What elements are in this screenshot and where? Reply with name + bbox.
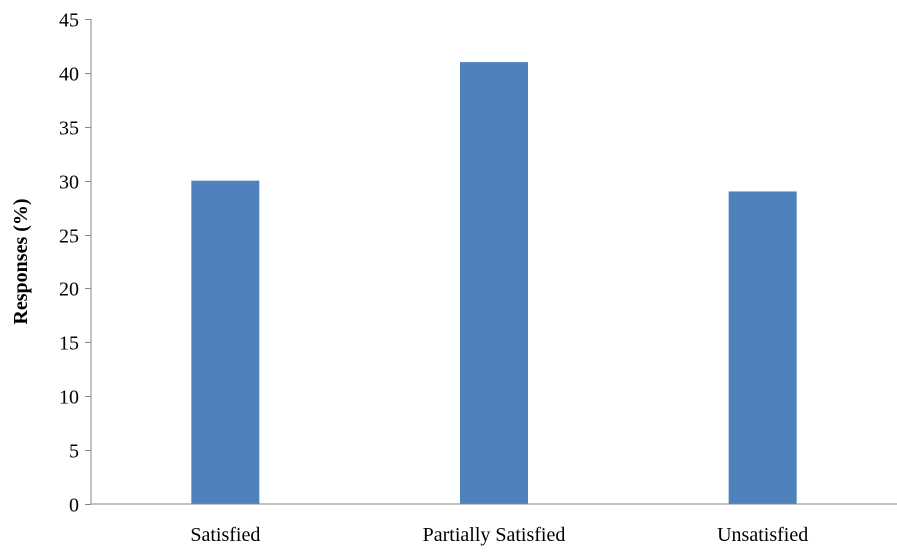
y-tick-label: 30 <box>59 172 79 194</box>
x-axis-tick-labels: Satisfied Partially Satisfied Unsatisfied <box>190 524 808 546</box>
y-axis-tick-labels: 0 5 10 15 20 25 30 35 40 45 <box>59 10 79 517</box>
y-tick-label: 20 <box>59 279 79 301</box>
y-tick-label: 0 <box>69 495 79 517</box>
bar-partially-satisfied <box>460 62 528 504</box>
bars <box>191 62 797 504</box>
bar-unsatisfied <box>728 191 797 504</box>
y-tick-label: 25 <box>59 226 79 248</box>
y-tick-label: 5 <box>69 441 79 463</box>
y-tick-label: 40 <box>59 64 79 86</box>
x-tick-label: Partially Satisfied <box>423 524 566 546</box>
x-tick-label: Satisfied <box>190 524 260 546</box>
y-axis-title: Responses (%) <box>10 198 32 324</box>
y-tick-label: 35 <box>59 118 79 140</box>
y-tick-label: 15 <box>59 333 79 355</box>
y-tick-label: 10 <box>59 387 79 409</box>
x-tick-label: Unsatisfied <box>717 524 808 546</box>
bar-satisfied <box>191 180 260 504</box>
y-tick-label: 45 <box>59 10 79 32</box>
y-axis-ticks <box>85 19 91 505</box>
